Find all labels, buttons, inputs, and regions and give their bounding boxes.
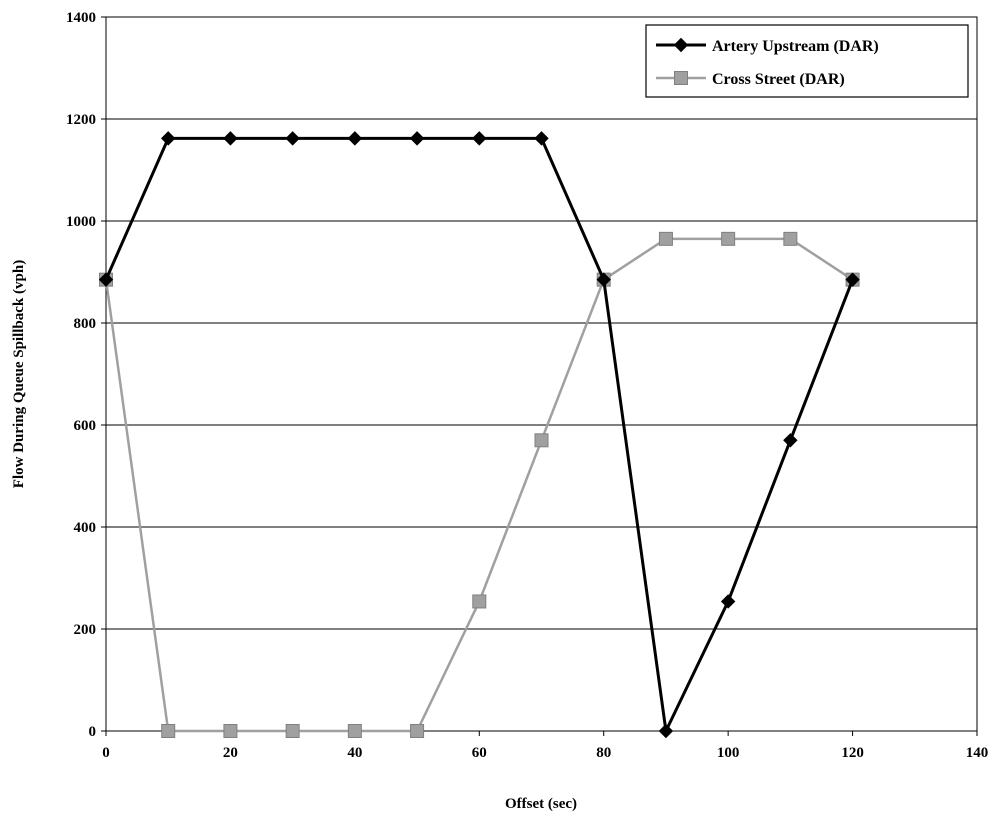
data-point [720, 594, 736, 609]
gridlines [106, 118, 977, 630]
x-tick-label: 120 [841, 745, 864, 761]
data-point [223, 131, 238, 146]
data-point [161, 724, 176, 738]
data-point [409, 131, 425, 146]
y-tick-label: 0 [89, 724, 97, 740]
legend-entry: Artery Upstream (DAR) [656, 37, 879, 55]
data-point [534, 433, 549, 448]
y-tick-label: 1400 [66, 10, 96, 26]
data-point [410, 724, 425, 738]
data-point [472, 131, 487, 146]
data-point [285, 131, 300, 146]
data-point [98, 272, 114, 287]
y-tick-label: 600 [74, 418, 97, 434]
data-point [721, 231, 736, 246]
y-tick-labels: 0 200 400 600 800 1000 1200 1400 [66, 10, 106, 740]
legend-label: Artery Upstream (DAR) [712, 38, 879, 55]
legend-marker [673, 37, 689, 53]
x-tick-label: 60 [472, 745, 487, 761]
x-tick-label: 20 [223, 745, 238, 761]
data-point [658, 231, 673, 246]
x-tick-label: 40 [347, 745, 362, 761]
y-axis-title: Flow During Queue Spillback (vph) [11, 260, 27, 488]
x-tick-label: 100 [717, 745, 740, 761]
plot-area [105, 16, 978, 732]
data-point [161, 131, 176, 146]
x-tick-label: 80 [596, 745, 611, 761]
series-layer [98, 131, 860, 739]
legend-entry: Cross Street (DAR) [656, 71, 845, 88]
data-point [347, 131, 363, 146]
data-point [783, 433, 798, 448]
data-point [845, 272, 860, 287]
data-point [285, 724, 300, 738]
data-point [347, 724, 362, 738]
y-tick-label: 800 [74, 316, 97, 332]
data-point [783, 231, 798, 246]
legend-box [645, 24, 969, 98]
x-axis-title: Offset (sec) [505, 796, 577, 812]
y-tick-label: 1000 [66, 214, 96, 230]
data-point [534, 131, 549, 146]
x-tick-label: 0 [102, 745, 110, 761]
x-tick-labels: 0 20 40 60 80 100 120 140 [102, 731, 988, 761]
y-tick-label: 1200 [66, 112, 96, 128]
legend: Artery Upstream (DAR) Cross Street (DAR) [645, 24, 969, 98]
data-point [596, 272, 611, 287]
data-point [223, 724, 238, 738]
x-tick-label: 140 [966, 745, 989, 761]
legend-label: Cross Street (DAR) [712, 71, 845, 88]
y-tick-label: 400 [74, 520, 97, 536]
data-point [658, 723, 674, 739]
y-tick-label: 200 [74, 622, 97, 638]
series-artery-upstream [98, 131, 860, 739]
legend-marker [674, 71, 688, 85]
data-point [472, 594, 487, 609]
